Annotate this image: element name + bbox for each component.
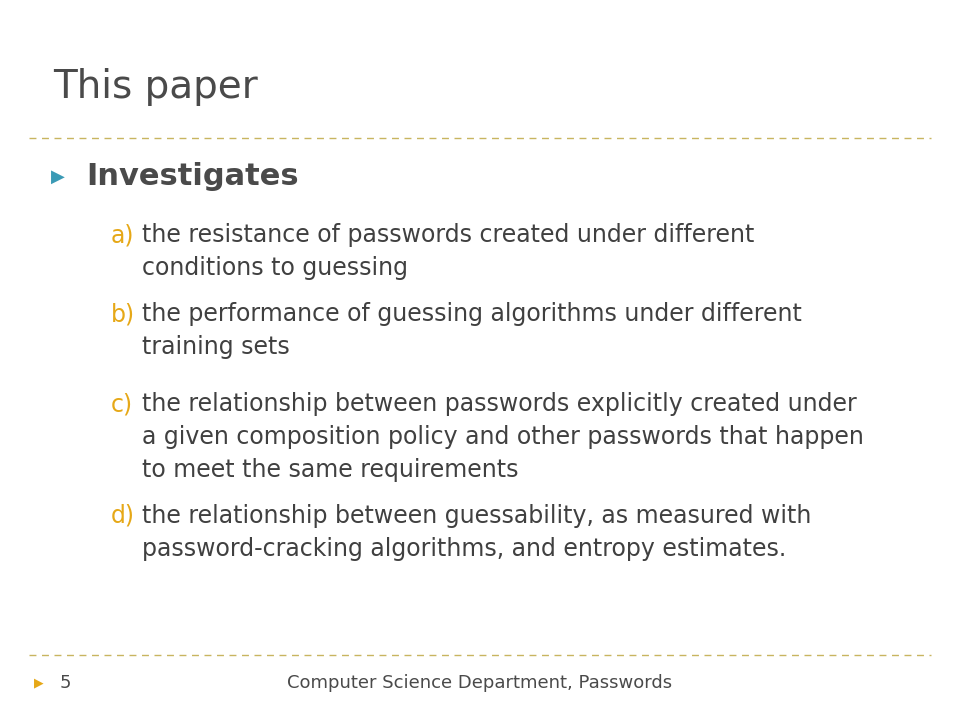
Text: Investigates: Investigates <box>86 162 299 191</box>
Text: a): a) <box>110 223 133 247</box>
Text: This paper: This paper <box>53 68 257 107</box>
Text: 5: 5 <box>60 674 71 691</box>
Text: Computer Science Department, Passwords: Computer Science Department, Passwords <box>287 674 673 691</box>
Text: the performance of guessing algorithms under different
training sets: the performance of guessing algorithms u… <box>142 302 802 359</box>
Text: c): c) <box>110 392 132 416</box>
Text: ▶: ▶ <box>51 167 64 185</box>
Text: d): d) <box>110 504 134 528</box>
Text: the relationship between passwords explicitly created under
a given composition : the relationship between passwords expli… <box>142 392 864 482</box>
Text: ▶: ▶ <box>34 676 43 689</box>
Text: b): b) <box>110 302 134 326</box>
Text: the resistance of passwords created under different
conditions to guessing: the resistance of passwords created unde… <box>142 223 755 280</box>
Text: the relationship between guessability, as measured with
password-cracking algori: the relationship between guessability, a… <box>142 504 811 561</box>
